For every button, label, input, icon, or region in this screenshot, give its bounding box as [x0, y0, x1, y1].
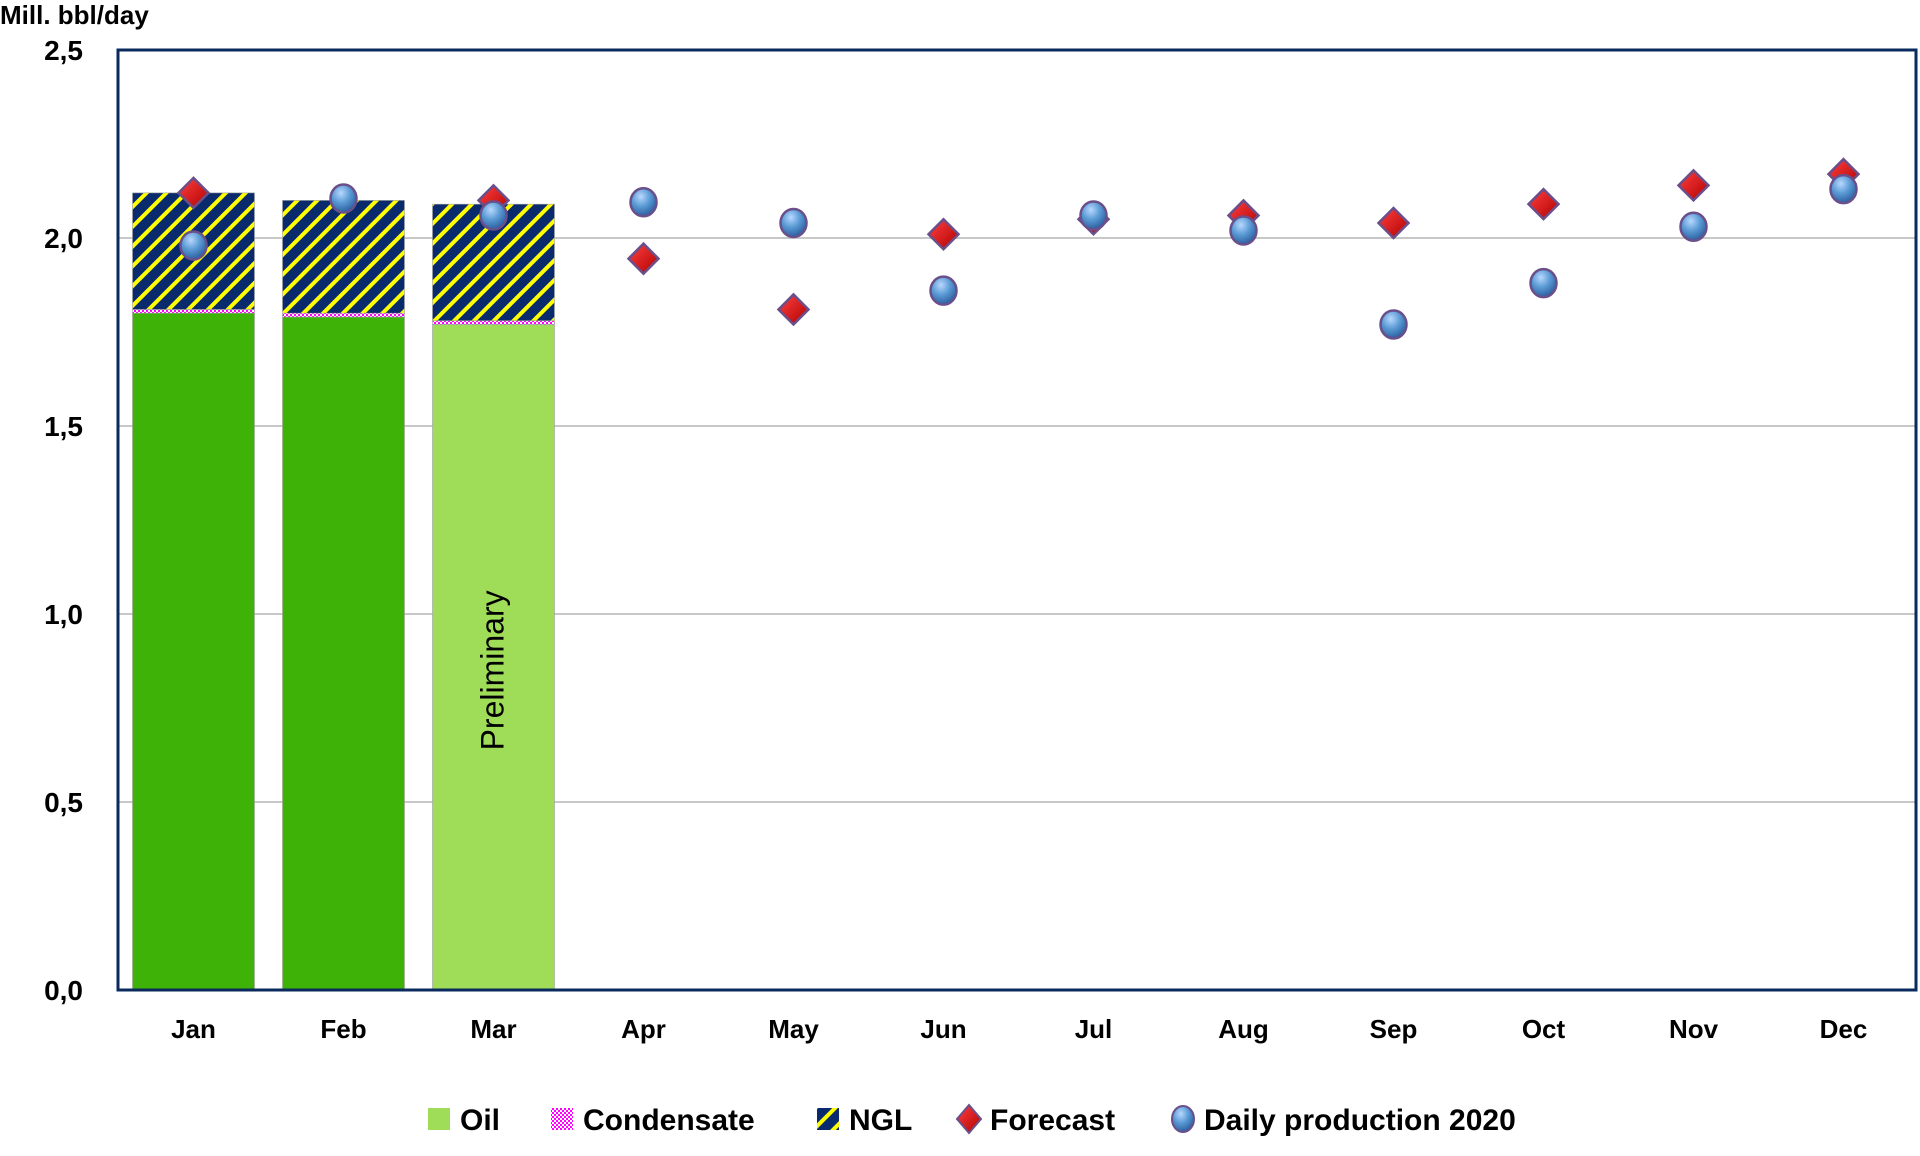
daily-production-marker — [1529, 267, 1558, 299]
daily-production-marker — [1229, 215, 1258, 246]
condensate-bar — [282, 312, 405, 318]
x-tick-label: Sep — [1370, 1014, 1418, 1044]
forecast-marker — [1676, 168, 1711, 203]
daily-production-marker — [1379, 309, 1408, 340]
y-tick-label: 1,0 — [44, 599, 83, 630]
condensate-bar — [432, 320, 555, 325]
forecast-marker — [176, 176, 211, 210]
daily-production-marker — [629, 187, 658, 218]
forecast-marker — [776, 292, 811, 327]
x-tick-label: Aug — [1218, 1014, 1269, 1044]
legend-label: Condensate — [583, 1104, 755, 1137]
forecast-marker — [1376, 206, 1411, 240]
legend-ngl-swatch — [817, 1108, 839, 1130]
daily-production-marker — [1079, 200, 1108, 231]
x-tick-label: Jan — [171, 1014, 216, 1044]
y-tick-label: 0,0 — [44, 975, 83, 1006]
daily-production-marker — [1679, 211, 1708, 242]
legend-forecast-swatch — [955, 1103, 983, 1135]
legend-label: Oil — [460, 1104, 500, 1137]
x-tick-label: Apr — [621, 1014, 666, 1044]
legend-label: Daily production 2020 — [1204, 1104, 1516, 1137]
daily-production-marker — [929, 275, 958, 306]
forecast-marker — [1526, 187, 1561, 221]
y-tick-label: 1,5 — [44, 411, 83, 442]
daily-production-marker — [779, 207, 808, 239]
ngl-bar — [282, 200, 405, 314]
y-tick-label: 0,5 — [44, 787, 83, 818]
daily-production-marker — [179, 230, 208, 261]
y-tick-label: 2,5 — [44, 35, 83, 66]
daily-production-marker — [329, 183, 358, 214]
y-tick-label: 2,0 — [44, 223, 83, 254]
preliminary-annotation: Preliminary — [475, 590, 511, 750]
oil-bar — [132, 312, 255, 991]
x-tick-label: Feb — [320, 1014, 366, 1044]
x-tick-label: Jun — [920, 1014, 966, 1044]
x-tick-label: Nov — [1669, 1014, 1719, 1044]
x-tick-label: May — [768, 1014, 819, 1044]
x-tick-label: Oct — [1522, 1014, 1566, 1044]
x-tick-label: Mar — [470, 1014, 516, 1044]
condensate-bar — [132, 309, 255, 314]
oil-bar — [282, 316, 405, 991]
x-tick-label: Jul — [1075, 1014, 1113, 1044]
legend-daily-swatch — [1171, 1105, 1195, 1133]
forecast-marker — [926, 217, 961, 252]
legend-label: Forecast — [990, 1104, 1115, 1137]
daily-production-marker — [1829, 173, 1858, 205]
legend-label: NGL — [849, 1104, 912, 1137]
legend-condensate-swatch — [551, 1108, 573, 1130]
daily-production-marker — [479, 200, 508, 231]
legend-oil-swatch — [428, 1108, 450, 1130]
y-axis-label: Mill. bbl/day — [0, 0, 149, 30]
plot-area-border — [116, 48, 1918, 992]
x-tick-label: Dec — [1820, 1014, 1868, 1044]
forecast-marker — [626, 241, 661, 276]
